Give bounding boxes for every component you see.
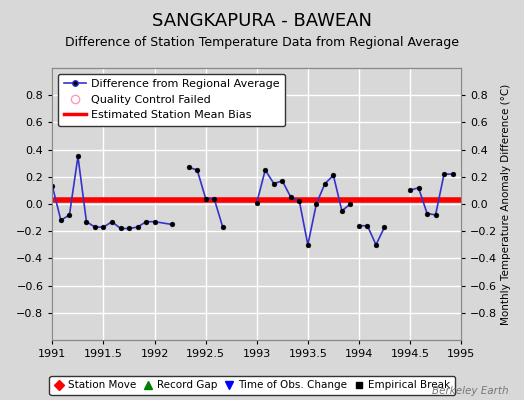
Text: SANGKAPURA - BAWEAN: SANGKAPURA - BAWEAN (152, 12, 372, 30)
Text: Berkeley Earth: Berkeley Earth (432, 386, 508, 396)
Text: Difference of Station Temperature Data from Regional Average: Difference of Station Temperature Data f… (65, 36, 459, 49)
Legend: Station Move, Record Gap, Time of Obs. Change, Empirical Break: Station Move, Record Gap, Time of Obs. C… (49, 376, 455, 395)
Y-axis label: Monthly Temperature Anomaly Difference (°C): Monthly Temperature Anomaly Difference (… (501, 83, 511, 325)
